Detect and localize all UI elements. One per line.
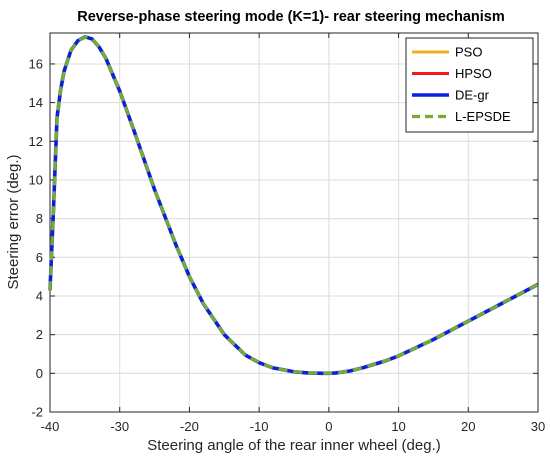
x-tick-label: 20 — [461, 419, 475, 434]
legend: PSO HPSO DE-gr L-EPSDE — [405, 37, 534, 133]
y-tick-label: 2 — [36, 327, 43, 342]
x-tick-label: -10 — [250, 419, 269, 434]
x-tick-label: 0 — [325, 419, 332, 434]
y-axis-label: Steering error (deg.) — [5, 154, 22, 289]
legend-entry-label: L-EPSDE — [455, 109, 511, 124]
y-tick-label: 8 — [36, 211, 43, 226]
series-line-l-epsde — [48, 35, 539, 375]
y-tick-label: 14 — [29, 95, 43, 110]
y-tick-label: 4 — [36, 288, 43, 303]
x-axis-ticks: -40 -30 -20 -10 0 10 20 30 — [41, 33, 545, 434]
x-axis-label: Steering angle of the rear inner wheel (… — [147, 437, 441, 454]
series-lines — [48, 35, 539, 376]
x-tick-label: -30 — [110, 419, 129, 434]
y-tick-label: 0 — [36, 366, 43, 381]
y-tick-label: 16 — [29, 56, 43, 71]
legend-entry-label: HPSO — [455, 66, 492, 81]
x-tick-label: 30 — [531, 419, 545, 434]
x-tick-label: 10 — [391, 419, 405, 434]
x-tick-label: -40 — [41, 419, 60, 434]
y-tick-label: 12 — [29, 134, 43, 149]
x-tick-label: -20 — [180, 419, 199, 434]
y-tick-label: -2 — [31, 405, 43, 420]
plot-frame — [49, 32, 539, 413]
grid — [49, 33, 539, 413]
y-axis-ticks: -2 0 2 4 6 8 10 12 14 16 — [29, 56, 538, 420]
y-tick-label: 10 — [29, 172, 43, 187]
chart-title: Reverse-phase steering mode (K=1)- rear … — [77, 9, 505, 25]
legend-entry-label: DE-gr — [455, 88, 490, 103]
legend-entry-label: PSO — [455, 45, 482, 60]
y-tick-label: 6 — [36, 250, 43, 265]
